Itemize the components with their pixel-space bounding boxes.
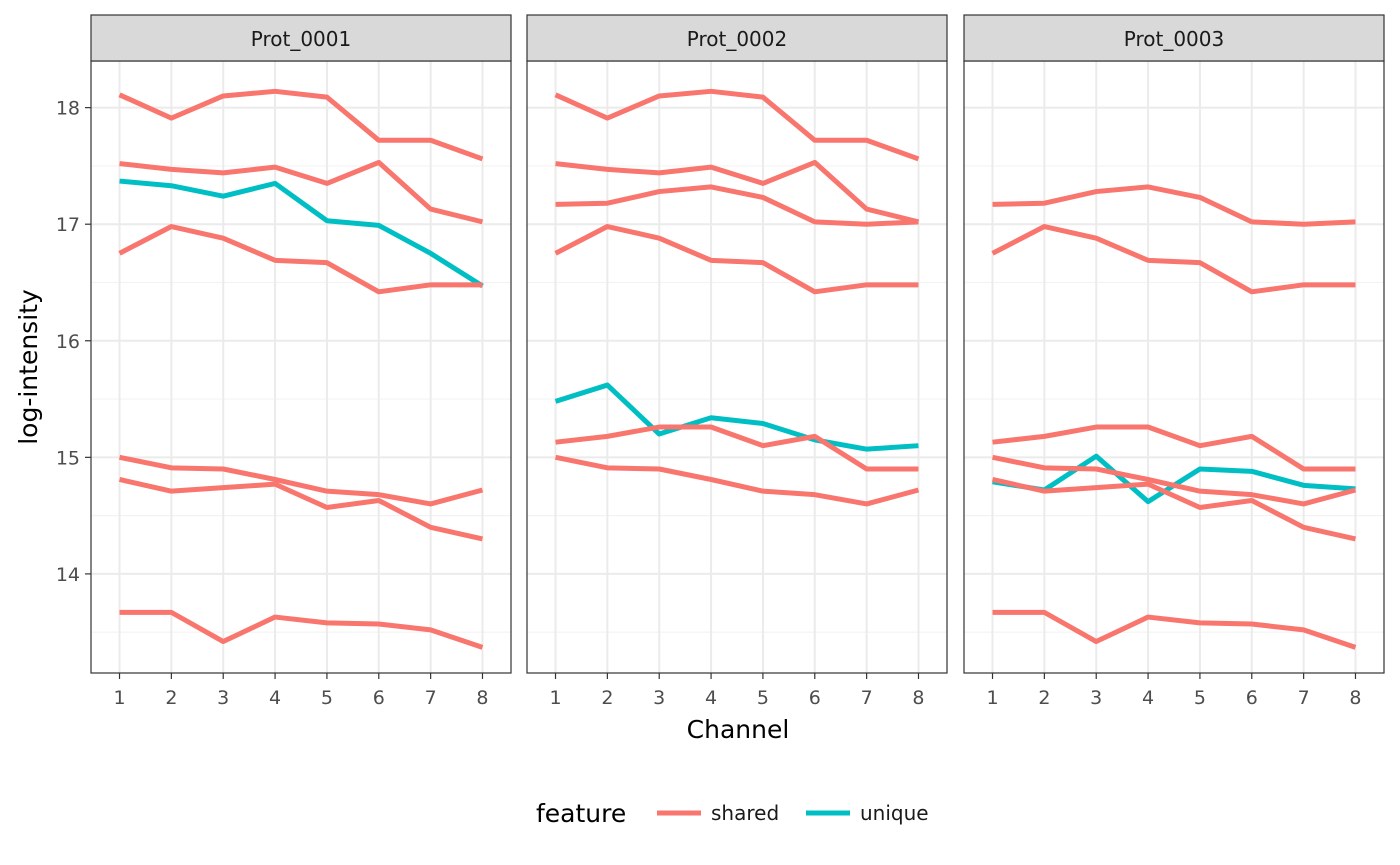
x-tick-label: 5 [321, 687, 333, 709]
facet-panel: Prot_0002 1 2 3 4 5 6 7 8 [526, 14, 948, 709]
legend-entry-unique: unique [806, 801, 929, 825]
x-tick-label: 4 [269, 687, 281, 709]
series-line-shared [555, 184, 919, 227]
x-tick-label: 2 [1038, 687, 1050, 709]
x-tick-label: 3 [1090, 687, 1102, 709]
facet-strip [963, 14, 1385, 62]
series-line-shared [992, 424, 1356, 472]
series-line-unique [554, 382, 919, 452]
x-tick-label: 2 [601, 687, 613, 709]
y-tick-label: 18 [56, 98, 80, 120]
legend-label: unique [860, 801, 929, 825]
x-tick-label: 6 [809, 687, 821, 709]
x-tick-label: 6 [1246, 687, 1258, 709]
series-line-shared [555, 159, 920, 225]
x-tick-label: 7 [861, 687, 873, 709]
series-line-shared [118, 477, 484, 542]
panel-background [964, 61, 1384, 673]
series-line-shared [555, 424, 919, 472]
series-line-shared [119, 609, 484, 650]
legend-title: feature [536, 799, 626, 828]
series-line-unique [119, 178, 484, 289]
y-tick-label: 16 [56, 331, 80, 353]
x-tick-label: 4 [1142, 687, 1154, 709]
series-line-shared [992, 454, 1357, 507]
x-tick-label: 5 [757, 687, 769, 709]
x-tick-label: 1 [113, 687, 125, 709]
panel-background [91, 61, 511, 673]
facet-strip-label: Prot_0003 [1124, 27, 1224, 51]
series-line-shared [554, 224, 919, 295]
series-line-shared [991, 224, 1356, 295]
facet-strip-label: Prot_0001 [251, 27, 351, 51]
x-tick-label: 5 [1194, 687, 1206, 709]
x-tick-label: 8 [1349, 687, 1361, 709]
x-tick-label: 2 [165, 687, 177, 709]
facet-panel: Prot_0003 1 2 3 4 5 6 7 8 [963, 14, 1385, 709]
legend-entry-shared: shared [657, 801, 779, 825]
series-line-shared [118, 224, 483, 295]
x-tick-label: 1 [549, 687, 561, 709]
series-line-shared [992, 609, 1357, 650]
x-tick-label: 7 [425, 687, 437, 709]
panel-background [527, 61, 947, 673]
series-line-shared [991, 477, 1357, 542]
x-tick-label: 3 [217, 687, 229, 709]
legend-label: shared [711, 801, 779, 825]
y-tick-label: 15 [56, 447, 80, 469]
series-line-shared [119, 454, 484, 507]
x-tick-label: 3 [653, 687, 665, 709]
series-line-shared [992, 184, 1356, 227]
x-tick-label: 8 [912, 687, 924, 709]
y-tick-label: 17 [56, 214, 80, 236]
facet-strip-label: Prot_0002 [687, 27, 787, 51]
x-tick-label: 6 [373, 687, 385, 709]
facet-panel: Prot_0001 1 2 3 4 5 6 7 8 14 15 16 17 18 [56, 14, 512, 709]
series-line-shared [118, 88, 484, 162]
series-line-shared [555, 454, 920, 507]
x-tick-label: 4 [705, 687, 717, 709]
x-tick-label: 8 [476, 687, 488, 709]
series-line-shared [554, 88, 920, 162]
facet-strip [526, 14, 948, 62]
x-tick-label: 1 [986, 687, 998, 709]
x-axis-title: Channel [687, 715, 790, 744]
legend: feature shared unique [536, 799, 929, 828]
y-axis-title: log-intensity [14, 289, 43, 445]
series-line-shared [119, 159, 484, 225]
y-tick-label: 14 [56, 564, 80, 586]
x-tick-label: 7 [1298, 687, 1310, 709]
facet-strip [90, 14, 512, 62]
